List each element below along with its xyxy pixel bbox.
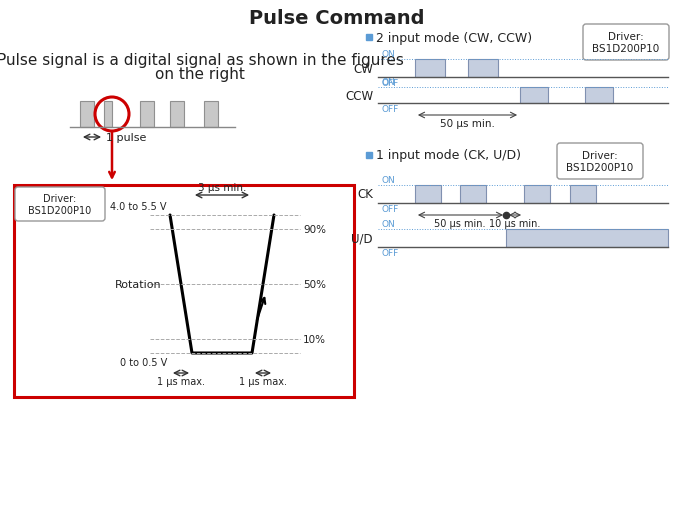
- Text: Pulse signal is a digital signal as shown in the figures: Pulse signal is a digital signal as show…: [0, 53, 404, 67]
- Bar: [520, 88, 548, 104]
- Text: 90%: 90%: [303, 224, 326, 234]
- Text: Rotation: Rotation: [115, 279, 162, 289]
- Text: ON: ON: [382, 78, 396, 87]
- Text: 10 μs min.: 10 μs min.: [489, 219, 541, 229]
- Bar: [460, 186, 486, 204]
- Bar: [415, 186, 441, 204]
- Bar: [204, 102, 218, 128]
- Bar: [585, 88, 613, 104]
- Text: OFF: OFF: [382, 105, 399, 114]
- Text: ON: ON: [382, 220, 396, 229]
- FancyBboxPatch shape: [15, 188, 105, 222]
- FancyBboxPatch shape: [557, 144, 643, 180]
- Text: 0 to 0.5 V: 0 to 0.5 V: [119, 358, 167, 367]
- Text: 1 input mode (CK, U/D): 1 input mode (CK, U/D): [376, 149, 521, 162]
- Text: OFF: OFF: [382, 79, 399, 88]
- Text: 1 μs max.: 1 μs max.: [239, 376, 287, 386]
- Text: 1 μs max.: 1 μs max.: [157, 376, 205, 386]
- Text: 2 input mode (CW, CCW): 2 input mode (CW, CCW): [376, 31, 532, 44]
- Text: CCW: CCW: [345, 89, 373, 103]
- Text: 4.0 to 5.5 V: 4.0 to 5.5 V: [111, 201, 167, 212]
- Text: on the right: on the right: [155, 66, 245, 81]
- FancyBboxPatch shape: [583, 25, 669, 61]
- Text: 10%: 10%: [303, 334, 326, 344]
- Bar: [506, 230, 668, 247]
- Text: U/D: U/D: [352, 232, 373, 245]
- Text: OFF: OFF: [382, 248, 399, 258]
- Text: 1 pulse: 1 pulse: [106, 133, 146, 143]
- Text: Driver:
BS1D200P10: Driver: BS1D200P10: [28, 193, 92, 216]
- Text: OFF: OFF: [382, 205, 399, 214]
- FancyBboxPatch shape: [14, 186, 354, 397]
- Bar: [104, 102, 112, 128]
- Bar: [468, 60, 498, 78]
- Bar: [140, 102, 154, 128]
- Text: 3 μs min.: 3 μs min.: [198, 183, 246, 192]
- Bar: [524, 186, 550, 204]
- Bar: [570, 186, 596, 204]
- Text: 50%: 50%: [303, 279, 326, 289]
- Bar: [170, 102, 184, 128]
- Bar: [80, 102, 94, 128]
- Text: 50 μs min.: 50 μs min.: [439, 119, 494, 129]
- Text: CW: CW: [353, 63, 373, 75]
- Text: Driver:
BS1D200P10: Driver: BS1D200P10: [566, 150, 634, 173]
- Bar: [415, 60, 445, 78]
- Text: CK: CK: [357, 188, 373, 201]
- Text: 50 μs min.: 50 μs min.: [434, 219, 486, 229]
- Text: Driver:
BS1D200P10: Driver: BS1D200P10: [593, 32, 659, 54]
- Text: ON: ON: [382, 176, 396, 185]
- Text: Pulse Command: Pulse Command: [249, 9, 425, 27]
- Text: ON: ON: [382, 50, 396, 59]
